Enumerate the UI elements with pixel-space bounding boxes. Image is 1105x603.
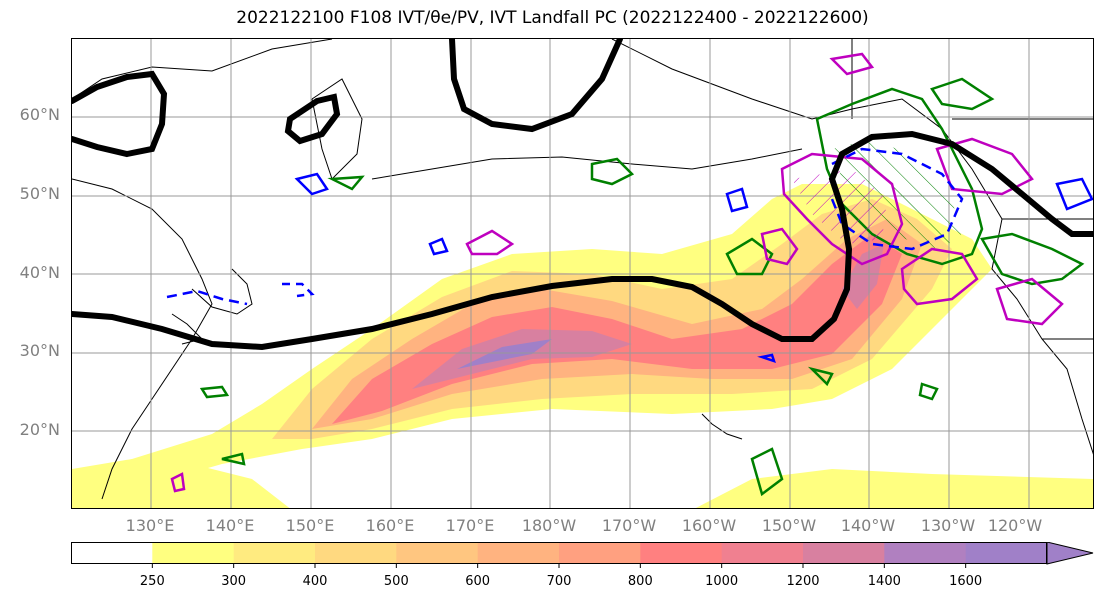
blue-contour-4 (294, 172, 329, 196)
colorbar-tick-label: 300 (221, 574, 247, 589)
lon-label-120w: 120°W (987, 516, 1043, 535)
green-contour-8 (221, 452, 246, 466)
lat-label-50n: 50°N (19, 184, 60, 203)
colorbar-segment (315, 542, 397, 564)
colorbar-segment (721, 542, 804, 564)
green-contour-11 (918, 382, 939, 401)
lat-label-60n: 60°N (19, 105, 60, 124)
green-contour-6 (327, 175, 365, 191)
colorbar-tick-label: 1600 (949, 574, 983, 589)
blue-contour-dashed-3 (282, 282, 315, 298)
green-contour-3 (590, 157, 635, 186)
kamchatka-coast (311, 78, 363, 180)
map-canvas (72, 39, 1093, 508)
lon-label-150w: 150°W (761, 516, 817, 535)
gridlines (72, 39, 1093, 508)
colorbar-tick-label: 250 (139, 574, 165, 589)
colorbar-segment (396, 542, 479, 564)
lon-label-130e: 130°E (125, 516, 175, 535)
blue-contour-6 (725, 187, 749, 213)
colorbar-segment (803, 542, 885, 564)
magenta-contour-4 (829, 52, 875, 76)
colorbar-tickmarks (151, 564, 967, 568)
colorbar-tick-label: 800 (627, 574, 653, 589)
green-contour-10 (807, 366, 834, 387)
lon-label-150e: 150°E (285, 516, 335, 535)
colorbar-segment (233, 542, 316, 564)
ivt-band-low-west (72, 459, 290, 508)
lat-label-40n: 40°N (19, 263, 60, 282)
ivt-band-1400 (457, 339, 552, 369)
hawaii (701, 413, 743, 440)
magenta-contour-7 (170, 472, 186, 493)
lon-label-140w: 140°W (840, 516, 896, 535)
blue-contour-5 (428, 237, 449, 256)
lat-label-30n: 30°N (19, 341, 60, 360)
green-contour-5 (980, 232, 1085, 286)
magenta-contour-2 (900, 247, 979, 306)
colorbar-segment (640, 542, 723, 564)
lat-label-20n: 20°N (19, 420, 60, 439)
theta-e-north (449, 39, 623, 133)
colorbar-tick-label: 1400 (867, 574, 901, 589)
colorbar-tick-label: 700 (546, 574, 572, 589)
ivt-shading (72, 184, 1093, 508)
colorbar-tick-label: 400 (302, 574, 328, 589)
ivt-band-low-south (695, 469, 1093, 508)
colorbar (71, 542, 1094, 568)
blue-contour-dashed-1 (828, 147, 964, 251)
map-title: 2022122100 F108 IVT/θe/PV, IVT Landfall … (236, 8, 869, 28)
lon-label-160w: 160°W (681, 516, 737, 535)
borders (851, 39, 1093, 340)
lon-label-160e: 160°E (365, 516, 415, 535)
lon-label-140e: 140°E (205, 516, 255, 535)
green-contour-2 (725, 237, 774, 276)
magenta-contour-6 (995, 277, 1064, 326)
ivt-band-800 (332, 234, 902, 424)
lon-label-180: 180°W (521, 516, 577, 535)
theta-e-nw-1 (72, 70, 168, 158)
ivt-band-1200 (412, 329, 632, 389)
magenta-contour-8 (760, 227, 799, 266)
lon-label-170w: 170°W (601, 516, 657, 535)
lon-label-170e: 170°E (445, 516, 495, 535)
blue-contour-8 (757, 353, 776, 363)
colorbar-segments (71, 542, 1048, 564)
magenta-contour-1 (780, 152, 904, 266)
colorbar-segment (884, 542, 967, 564)
colorbar-extend-arrow (1046, 542, 1094, 565)
colorbar-tick-label: 500 (383, 574, 409, 589)
green-contour-1-hatch (832, 139, 962, 249)
colorbar-tick-label: 600 (465, 574, 491, 589)
blue-contour-7 (1055, 177, 1093, 211)
colorbar-segment (965, 542, 1048, 564)
colorbar-tick-label: 1200 (786, 574, 820, 589)
north-america-coast (611, 39, 1093, 455)
japan-coast (171, 268, 253, 345)
blue-contours (166, 147, 1093, 363)
green-contour-4 (930, 77, 995, 111)
asia-coast (72, 39, 333, 500)
theta-e-main (72, 130, 1093, 351)
theta-e-nw-2 (284, 93, 341, 145)
theta-e-contours (72, 39, 1093, 351)
colorbar-segment (559, 542, 641, 564)
colorbar-tick-label: 1000 (705, 574, 739, 589)
magenta-contour-5 (935, 137, 1034, 196)
green-contour-7 (199, 385, 230, 399)
colorbar-segment (477, 542, 560, 564)
blue-contour-dashed-2 (166, 289, 248, 306)
colorbar-segment (71, 542, 153, 564)
lon-label-130w: 130°W (920, 516, 976, 535)
map-panel (71, 38, 1094, 509)
magenta-contour-3 (465, 229, 515, 256)
aleutians (371, 148, 803, 180)
green-contour-9 (750, 447, 784, 497)
colorbar-segment (152, 542, 235, 564)
coastlines (72, 39, 1093, 500)
